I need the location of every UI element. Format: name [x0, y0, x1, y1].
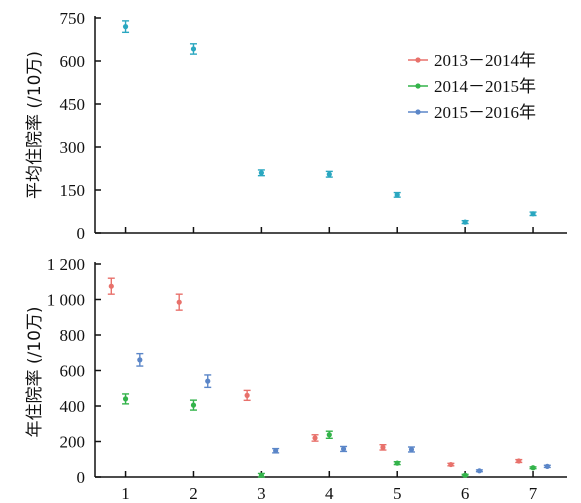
data-point: [340, 446, 347, 452]
data-point: [326, 171, 332, 177]
mean-rate-point-6: [461, 219, 469, 225]
legend-label: 2014－2015年: [434, 77, 536, 96]
annual-rate-point-s3-4: [340, 445, 348, 453]
annual-rate-point-s3-3: [272, 447, 280, 454]
data-point: [326, 432, 332, 438]
x-tick-label: 6: [461, 484, 470, 503]
legend-label: 2015－2016年: [434, 103, 536, 122]
data-point: [258, 472, 264, 478]
x-tick-label: 7: [529, 484, 538, 503]
data-point: [137, 357, 143, 363]
x-tick-label: 5: [393, 484, 402, 503]
mean-rate-point-2: [189, 43, 197, 55]
data-point: [258, 170, 264, 176]
annual-rate-point-s1-6: [447, 461, 455, 468]
annual-rate-point-s1-3: [243, 389, 251, 402]
annual-rate-point-s3-7: [543, 463, 551, 469]
annual-rate-point-s2-4: [325, 430, 333, 440]
data-point: [273, 448, 279, 454]
legend-marker: [415, 109, 421, 115]
y-tick-label: 450: [60, 95, 86, 114]
annual-rate-point-s1-2: [175, 293, 183, 311]
data-point: [122, 396, 129, 402]
data-point: [462, 472, 468, 478]
annual-rate-point-s3-5: [407, 446, 415, 453]
annual-rate-point-s3-1: [136, 352, 144, 367]
y-tick-label: 750: [60, 9, 86, 28]
data-point: [190, 402, 197, 408]
bottom-panel: 0 200 400 600 800 1 000 1 200 1 2 3 4 5 6 7 年住院率 (/10万…: [25, 255, 567, 503]
data-point: [312, 435, 318, 441]
data-point: [380, 444, 386, 450]
y-tick-label: 600: [60, 362, 86, 381]
data-point: [462, 219, 468, 225]
data-point: [476, 468, 482, 474]
annual-rate-point-s1-4: [311, 434, 319, 442]
data-point: [108, 283, 114, 289]
data-point: [394, 192, 400, 198]
y-tick-label: 1 200: [47, 255, 85, 274]
y-tick-label: 800: [60, 326, 86, 345]
annual-rate-point-s2-5: [393, 460, 401, 466]
legend-marker: [415, 57, 421, 63]
data-point: [530, 211, 536, 217]
annual-rate-point-s3-6: [475, 468, 483, 474]
data-point: [176, 299, 182, 305]
annual-rate-point-s3-2: [204, 374, 212, 389]
annual-rate-point-s2-6: [461, 472, 469, 478]
y-tick-label: 200: [60, 433, 86, 452]
data-point: [544, 463, 550, 469]
y-tick-label: 150: [60, 181, 86, 200]
mean-rate-point-1: [122, 20, 130, 34]
data-point: [122, 24, 129, 30]
annual-rate-point-s2-7: [529, 465, 537, 471]
annual-rate-point-s2-1: [122, 393, 130, 405]
x-tick-label: 4: [325, 484, 334, 503]
mean-rate-point-5: [393, 191, 401, 198]
annual-rate-point-s1-1: [107, 277, 115, 295]
legend: 2013－2014年 2014－2015年 2015－2016年: [408, 51, 536, 122]
legend-marker: [415, 83, 421, 89]
mean-rate-point-3: [257, 169, 265, 177]
annual-rate-point-s2-2: [189, 399, 197, 411]
mean-rate-point-4: [325, 170, 333, 178]
annual-rate-point-s1-5: [379, 443, 387, 451]
y-tick-label: 0: [77, 468, 86, 487]
y-tick-label: 1 000: [47, 291, 85, 310]
x-tick-label: 1: [121, 484, 130, 503]
mean-rate-point-7: [529, 211, 537, 217]
data-point: [394, 460, 400, 466]
y-tick-label: 300: [60, 138, 86, 157]
data-point: [205, 378, 211, 384]
y-axis-title: 平均住院率 (/10万): [25, 51, 45, 199]
annual-rate-point-s1-7: [515, 458, 523, 464]
y-tick-label: 400: [60, 397, 86, 416]
legend-label: 2013－2014年: [434, 51, 536, 70]
annual-rate-point-s2-3: [257, 472, 265, 478]
x-tick-label: 3: [257, 484, 266, 503]
data-point: [516, 458, 522, 464]
y-tick-label: 600: [60, 52, 86, 71]
data-point: [190, 46, 197, 52]
y-tick-label: 0: [77, 224, 86, 243]
y-axis-title: 年住院率 (/10万): [25, 306, 45, 437]
data-point: [530, 465, 536, 471]
data-point: [448, 461, 454, 468]
data-point: [244, 392, 250, 398]
data-point: [408, 446, 415, 453]
x-tick-label: 2: [189, 484, 198, 503]
